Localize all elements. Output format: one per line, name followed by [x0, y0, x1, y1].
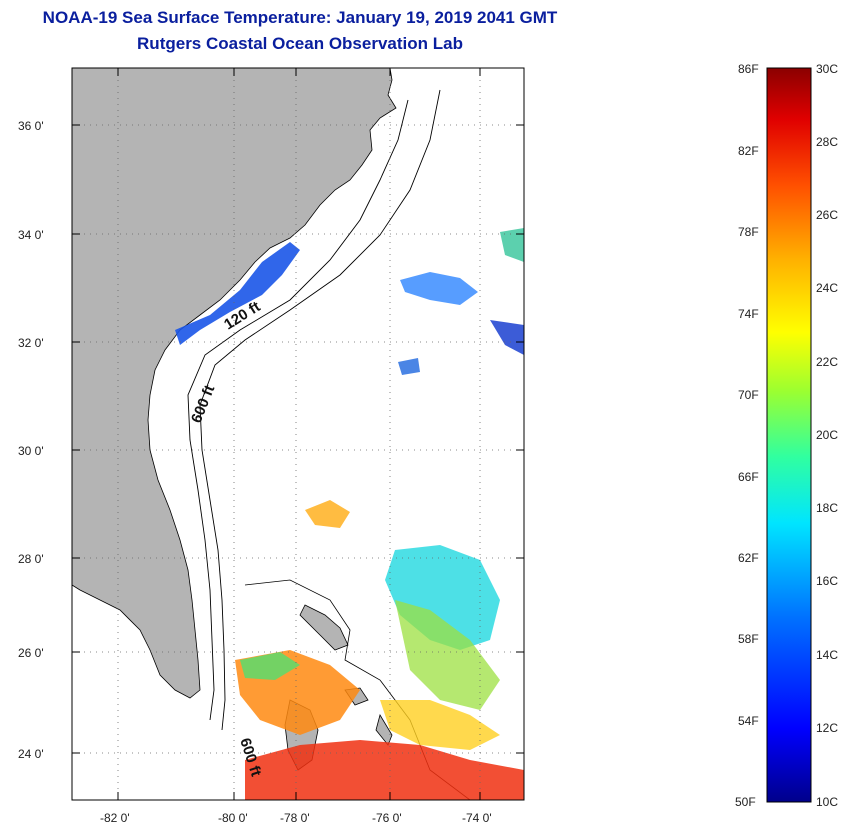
lat-label-26: 26 0'	[18, 646, 44, 660]
lon-label-74: -74 0'	[462, 811, 492, 825]
colorbar	[766, 67, 812, 803]
contour-600ft	[199, 89, 441, 731]
lat-label-28: 28 0'	[18, 552, 44, 566]
cb-c-24: 24C	[816, 281, 838, 295]
sst-patch-green-mix	[395, 600, 500, 710]
sst-patch-blue-small	[398, 358, 420, 375]
cb-c-28: 28C	[816, 135, 838, 149]
grid-lines	[72, 68, 524, 800]
cb-f-66: 66F	[738, 470, 759, 484]
sst-patch-yellow-south	[380, 700, 500, 750]
cb-c-12: 12C	[816, 721, 838, 735]
cb-f-74: 74F	[738, 307, 759, 321]
sst-patch-warm-orange	[305, 500, 350, 528]
sst-patch-cold-coastal	[175, 242, 300, 345]
cb-f-50: 50F	[735, 795, 756, 809]
map-subtitle: Rutgers Coastal Ocean Observation Lab	[137, 34, 463, 53]
island-bahamas-north	[299, 604, 349, 651]
cb-c-20: 20C	[816, 428, 838, 442]
cb-f-54: 54F	[738, 714, 759, 728]
cb-f-62: 62F	[738, 551, 759, 565]
lat-label-32: 32 0'	[18, 336, 44, 350]
cb-c-18: 18C	[816, 501, 838, 515]
cb-f-70: 70F	[738, 388, 759, 402]
lat-label-36: 36 0'	[18, 119, 44, 133]
cb-f-86: 86F	[738, 62, 759, 76]
sst-patch-green-bank	[240, 652, 300, 680]
land-mass	[72, 68, 397, 699]
lon-label-82: -82 0'	[100, 811, 130, 825]
sst-patch-offshore-east	[500, 228, 524, 262]
cb-c-30: 30C	[816, 62, 838, 76]
lon-label-76: -76 0'	[372, 811, 402, 825]
sst-patch-red-south	[245, 740, 524, 800]
lat-label-34: 34 0'	[18, 228, 44, 242]
sst-patch-offshore-blue	[400, 272, 478, 305]
sst-patch-offshore-blue2	[490, 320, 524, 355]
contour-120ft	[187, 99, 409, 721]
cb-c-16: 16C	[816, 574, 838, 588]
cb-c-26: 26C	[816, 208, 838, 222]
cb-c-22: 22C	[816, 355, 838, 369]
lon-label-78: -78 0'	[280, 811, 310, 825]
cb-f-58: 58F	[738, 632, 759, 646]
map-title: NOAA-19 Sea Surface Temperature: January…	[42, 8, 558, 27]
lon-label-80: -80 0'	[218, 811, 248, 825]
cb-f-78: 78F	[738, 225, 759, 239]
lat-label-24: 24 0'	[18, 747, 44, 761]
cb-c-14: 14C	[816, 648, 838, 662]
map-frame	[71, 67, 525, 801]
cb-f-82: 82F	[738, 144, 759, 158]
lat-label-30: 30 0'	[18, 444, 44, 458]
frame-ticks	[72, 68, 524, 800]
cb-c-10: 10C	[816, 795, 838, 809]
